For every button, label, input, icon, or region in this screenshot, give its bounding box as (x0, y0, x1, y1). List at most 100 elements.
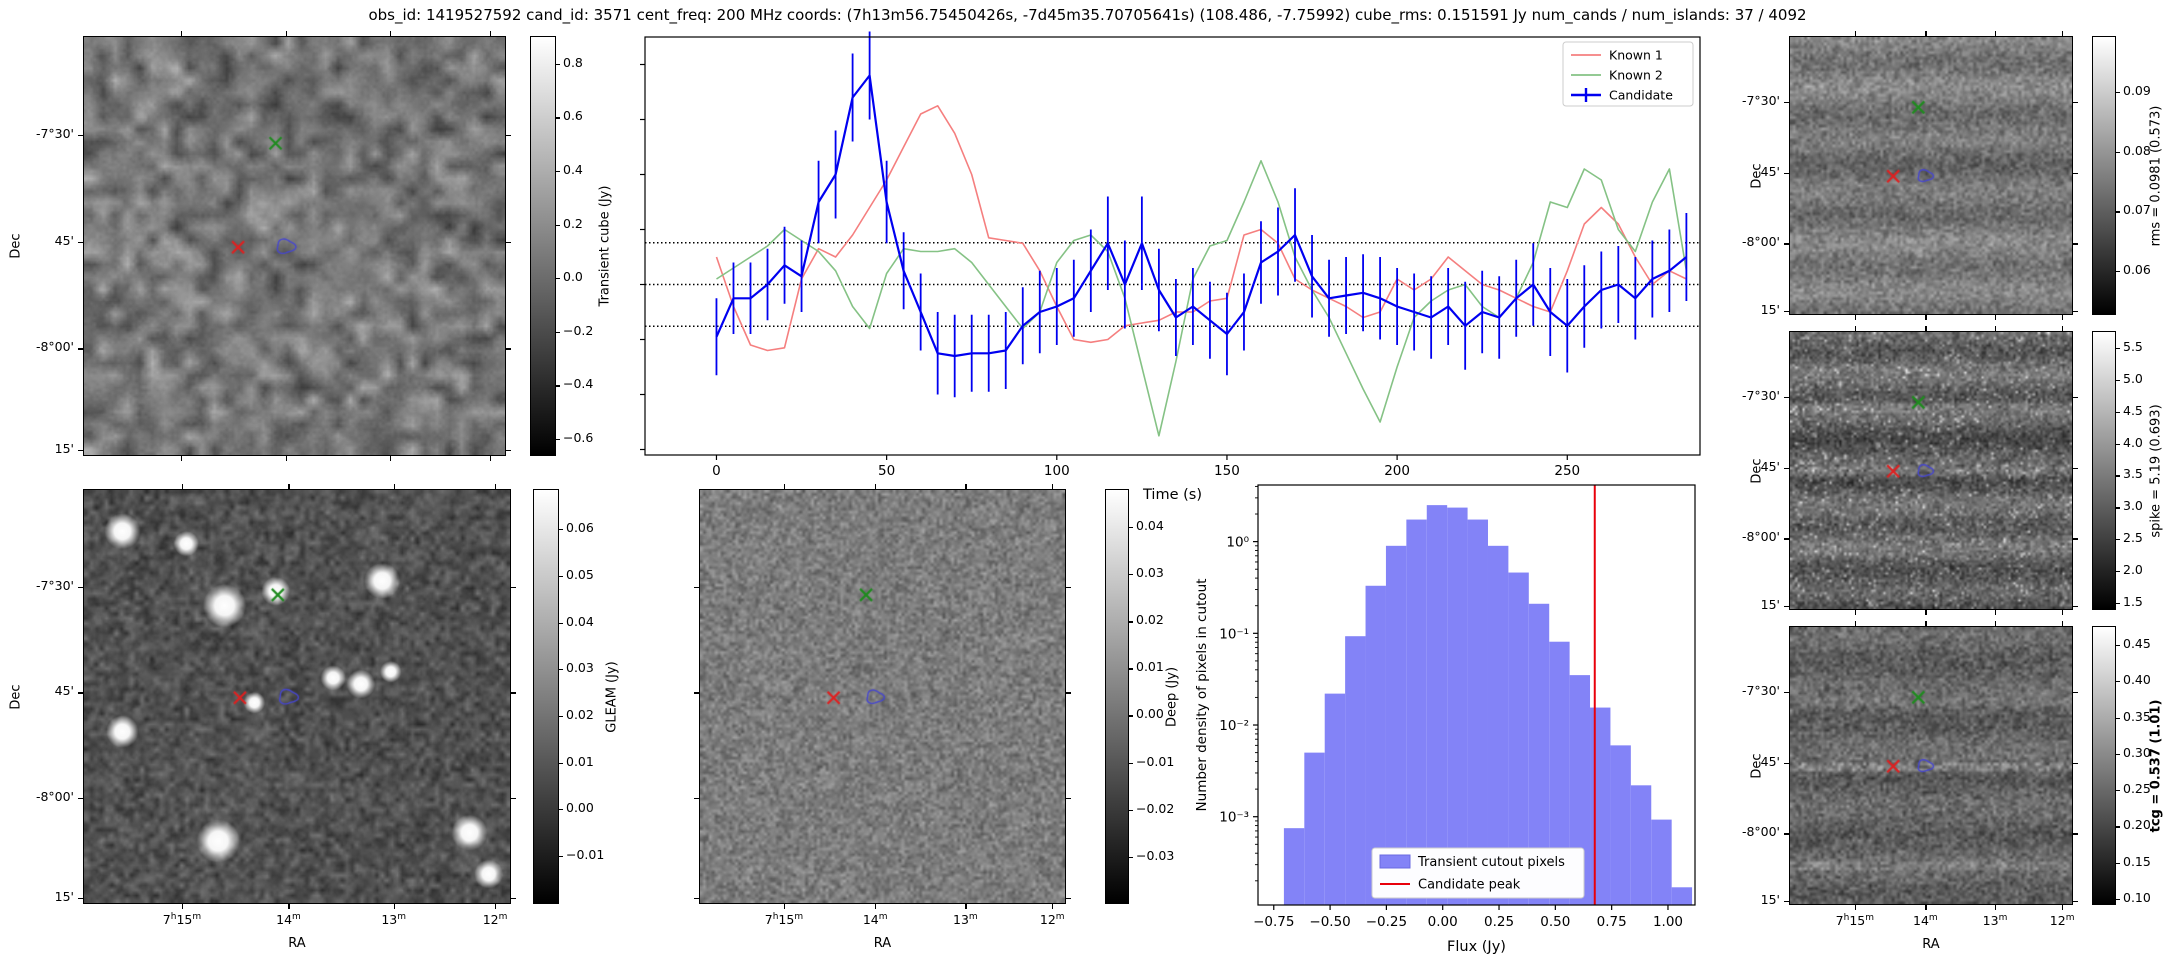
gleam-dec-tick (511, 898, 516, 900)
rms-dec-axis-label: Dec (1749, 162, 1765, 189)
rms-dec-tick (1784, 102, 1789, 104)
deep-cbar-tick (1129, 809, 1133, 811)
rms-colorbar (2092, 36, 2116, 315)
spike-dec-tick (1784, 467, 1789, 469)
gleam-ra-tick (181, 484, 184, 489)
transient-cbar-tick (556, 63, 560, 65)
lc-x-tick-label: 50 (878, 463, 895, 479)
tcg-ra-tick (2062, 621, 2064, 626)
histogram-bar (1528, 603, 1550, 905)
transient-cbar-tick-label: 0.0 (563, 269, 583, 285)
deep-colorbar (1105, 489, 1129, 904)
gleam-ra-tick-label: 14m (276, 912, 301, 928)
gleam-dec-tick-label: 15' (54, 889, 74, 905)
rms-ra-tick (1995, 315, 1997, 320)
spike-cbar-tick (2116, 348, 2120, 350)
spike-panel-frame (1789, 331, 2073, 610)
deep-ra-tick (875, 904, 877, 909)
tcg-ra-tick (1995, 905, 1997, 910)
transient-cbar-tick (556, 278, 560, 280)
tcg-dec-tick (1784, 900, 1789, 902)
hist-x-tick-label: −0.75 (1253, 914, 1294, 930)
hist-x-tick-label: 0.00 (1428, 914, 1458, 930)
spike-dec-tick (1784, 397, 1789, 399)
deep-cbar-tick-label: −0.02 (1136, 800, 1175, 816)
spike-cutout-image (1790, 332, 2072, 609)
tcg-dec-tick (1784, 762, 1789, 764)
deep-cbar-tick-label: −0.01 (1136, 753, 1175, 769)
rms-dec-tick (2073, 243, 2078, 245)
lc-x-tick-label: 200 (1384, 463, 1410, 479)
deep-cbar-tick (1129, 715, 1133, 717)
transient-dec-tick (78, 135, 83, 137)
spike-cbar-tick-label: 5.0 (2123, 370, 2143, 386)
deep-panel-frame (699, 489, 1066, 904)
lc-x-tick-label: 150 (1214, 463, 1240, 479)
gleam-ra-tick (181, 904, 184, 909)
lc-legend-label: Candidate (1609, 88, 1673, 103)
spike-cbar-tick-label: 1.5 (2123, 593, 2143, 609)
hist-yaxis-label: Number density of pixels in cutout (1194, 579, 1210, 812)
tcg-dec-tick-label: 45' (1760, 753, 1780, 769)
candidate-lightcurve (715, 74, 1688, 358)
spike-ra-tick (1925, 326, 1927, 331)
deep-ra-tick-label: 14m (862, 912, 888, 928)
transient-ra-tick (490, 456, 492, 461)
transient-cbar-tick-label: −0.4 (563, 376, 594, 392)
transient-cbar-tick (556, 385, 560, 387)
gleam-cbar-tick (559, 855, 563, 858)
lc-legend-box (1562, 41, 1694, 107)
spike-ra-tick (1925, 610, 1927, 615)
gleam-ra-tick (288, 484, 290, 489)
transient-dec-tick-label: 45' (54, 232, 74, 248)
gleam-ra-tick-label: 12m (482, 912, 508, 928)
hist-legend-patch (1379, 854, 1411, 869)
deep-cbar-tick-label: −0.03 (1136, 847, 1175, 863)
spike-dec-axis-label: Dec (1749, 457, 1765, 484)
spike-cbar-tick-label: 3.0 (2123, 498, 2143, 514)
tcg-dec-tick-label: -7°30' (1741, 683, 1780, 699)
gleam-panel-frame (83, 489, 511, 904)
tcg-cbar-tick (2116, 862, 2120, 864)
spike-dec-tick (2073, 538, 2078, 540)
deep-ra-tick-label: 7h15m (764, 912, 804, 928)
hist-x-tick-label: −0.50 (1309, 914, 1350, 930)
gleam-ra-tick-label: 7h15m (162, 912, 202, 928)
tcg-cutout-image (1790, 627, 2072, 904)
spike-ra-tick (1854, 610, 1857, 615)
transient-panel-frame (83, 36, 506, 456)
tcg-panel-frame (1789, 626, 2073, 905)
rms-cbar-tick (2116, 91, 2120, 94)
tcg-cbar-label: tcg = 0.537 (1.01) (2148, 699, 2164, 832)
tcg-ra-tick (2062, 905, 2064, 910)
rms-dec-tick (2073, 172, 2078, 174)
tcg-cbar-tick-label: 0.15 (2123, 853, 2151, 869)
transient-dec-tick (78, 348, 83, 350)
spike-dec-tick (1784, 605, 1789, 607)
rms-cbar-tick-label: 0.09 (2123, 82, 2151, 98)
known1-lightcurve (715, 105, 1687, 352)
transient-cbar-tick-label: 0.2 (563, 215, 583, 231)
histogram-bar (1651, 819, 1672, 905)
tcg-ra-tick-label: 13m (1982, 913, 2008, 929)
gleam-cbar-tick (559, 669, 563, 671)
lc-legend-label: Known 1 (1609, 48, 1663, 63)
spike-dec-tick (2073, 605, 2078, 607)
histogram-bar (1630, 785, 1652, 905)
transient-cutout-image (84, 37, 505, 455)
gleam-cbar-tick-label: 0.02 (566, 706, 594, 722)
spike-cbar-tick-label: 4.0 (2123, 434, 2143, 450)
transient-dec-tick-label: 15' (54, 440, 74, 456)
spike-colorbar (2092, 331, 2116, 610)
rms-ra-tick (1854, 31, 1857, 36)
transient-cbar-tick (556, 170, 560, 173)
tcg-ra-tick (1925, 905, 1927, 910)
tcg-cbar-tick-label: 0.40 (2123, 672, 2151, 688)
tcg-cbar-tick (2116, 790, 2120, 792)
tcg-cbar-tick-label: 0.30 (2123, 744, 2151, 760)
spike-cbar-tick-label: 2.5 (2123, 530, 2143, 546)
transient-ra-tick (180, 456, 183, 461)
tcg-dec-tick (2073, 833, 2078, 835)
